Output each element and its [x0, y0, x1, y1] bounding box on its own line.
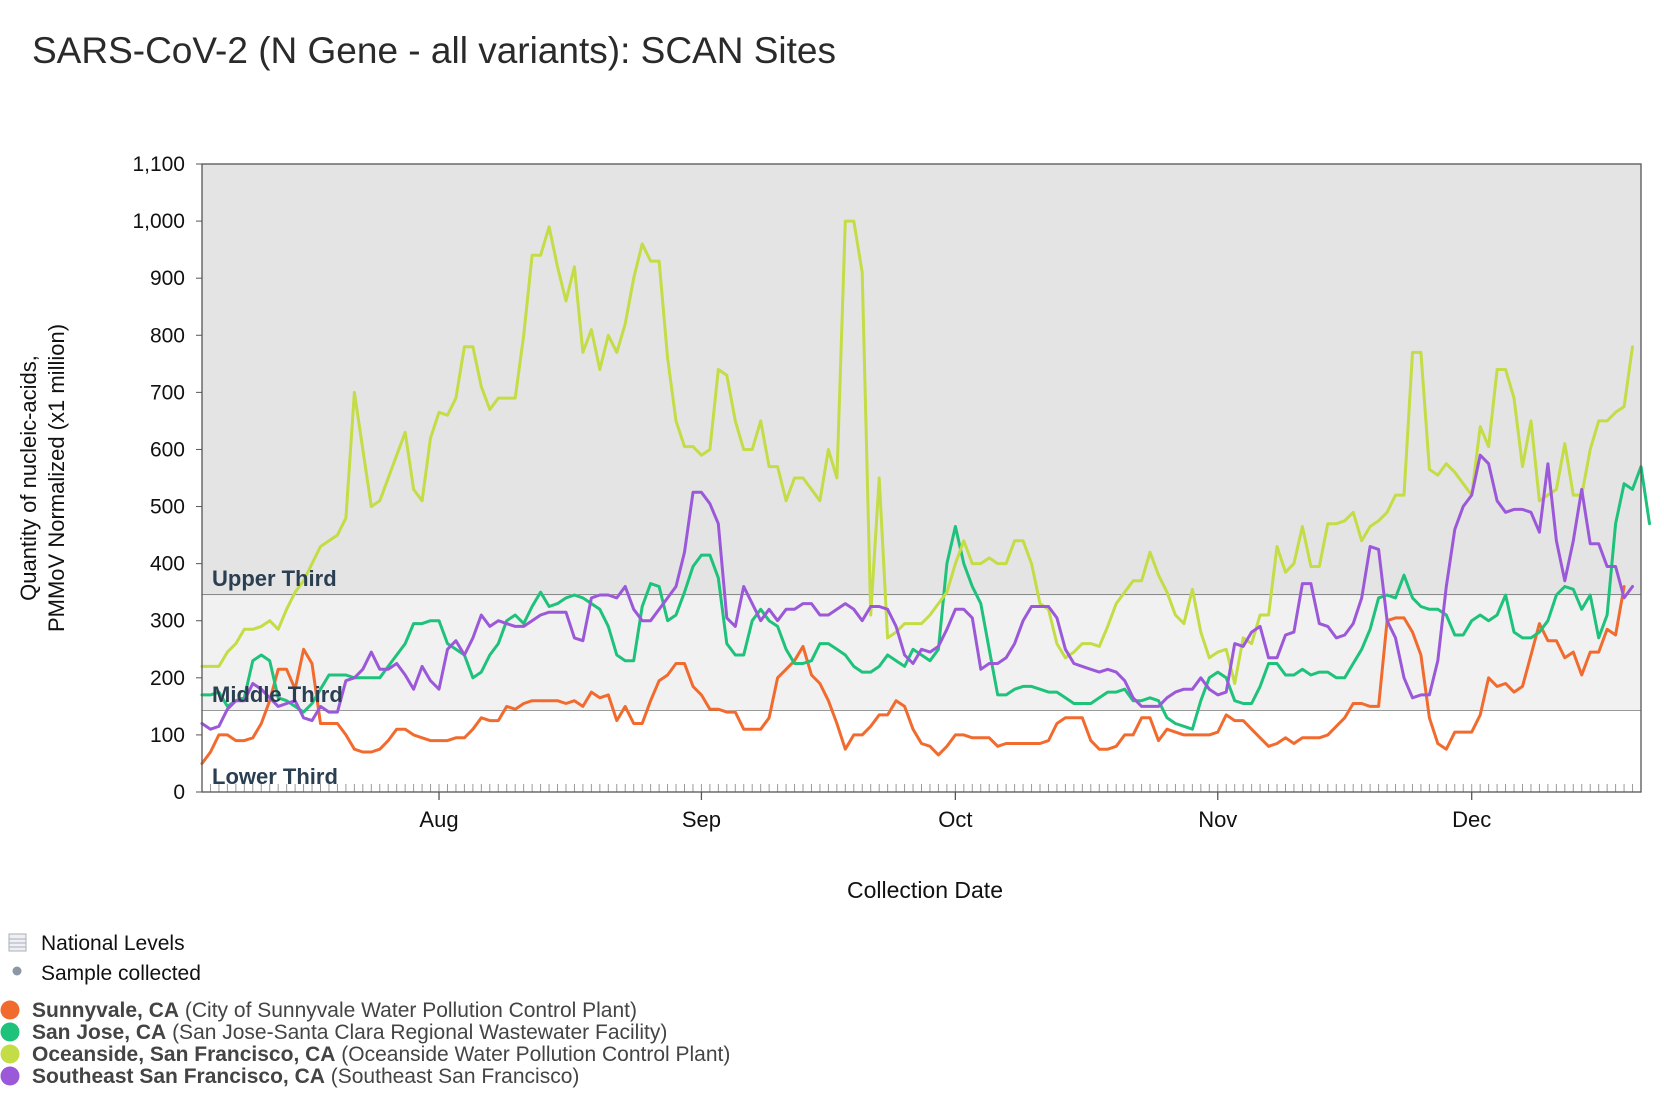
lime-dot-icon — [0, 1044, 22, 1066]
site-name: San Jose, CA — [32, 1021, 166, 1044]
x-tick-label-aug: Aug — [419, 807, 458, 832]
site-facility: (Oceanside Water Pollution Control Plant… — [341, 1043, 730, 1066]
legend-national-levels-label: National Levels — [41, 932, 185, 956]
green-dot-icon — [0, 1022, 22, 1044]
y-tick-label: 400 — [150, 553, 185, 576]
x-axis-title: Collection Date — [847, 877, 1003, 903]
y-tick-label: 300 — [150, 610, 185, 633]
y-tick-label: 1,100 — [132, 153, 185, 176]
site-name: Southeast San Francisco, CA — [32, 1065, 325, 1088]
y-axis-title: Quantity of nucleic-acids, PMMoV Normali… — [16, 324, 69, 632]
chart-svg: Upper Third Middle Third Lower Third 0 100 2… — [0, 0, 1664, 1096]
site-facility: (San Jose-Santa Clara Regional Wastewate… — [172, 1021, 667, 1044]
y-tick-label: 700 — [150, 381, 185, 404]
orange-dot-icon — [0, 1000, 22, 1022]
x-tick-label-dec: Dec — [1452, 807, 1491, 832]
x-tick-label-sep: Sep — [682, 807, 721, 832]
purple-dot-icon — [0, 1066, 22, 1088]
y-tick-label: 500 — [150, 496, 185, 519]
site-name: Oceanside, San Francisco, CA — [32, 1043, 335, 1066]
band-label-middle-third: Middle Third — [212, 682, 343, 707]
y-tick-label: 0 — [173, 781, 185, 804]
dot-icon — [8, 963, 28, 983]
y-tick-label: 200 — [150, 667, 185, 690]
site-facility: (Southeast San Francisco) — [331, 1065, 580, 1088]
y-axis: 0 100 200 300 400 500 600 700 800 900 1,000 1,100 — [132, 153, 202, 804]
band-upper-third — [202, 164, 1641, 595]
x-axis: Aug Sep Oct Nov Dec — [419, 792, 1491, 832]
striped-box-icon — [8, 933, 28, 953]
y-tick-label: 600 — [150, 438, 185, 461]
site-name: Sunnyvale, CA — [32, 999, 179, 1022]
y-tick-label: 100 — [150, 724, 185, 747]
band-label-lower-third: Lower Third — [212, 764, 338, 789]
y-axis-title-line2: PMMoV Normalized (x1 million) — [44, 324, 69, 632]
legend-sample-collected-label: Sample collected — [41, 962, 201, 986]
x-tick-label-nov: Nov — [1198, 807, 1237, 832]
national-level-bands — [202, 164, 1641, 792]
band-label-upper-third: Upper Third — [212, 566, 337, 591]
y-tick-label: 900 — [150, 267, 185, 290]
y-tick-label: 1,000 — [132, 210, 185, 233]
y-axis-title-line1: Quantity of nucleic-acids, — [16, 355, 41, 601]
x-tick-label-oct: Oct — [938, 807, 972, 832]
band-lower-third — [202, 711, 1641, 792]
site-facility: (City of Sunnyvale Water Pollution Contr… — [185, 999, 637, 1022]
y-tick-label: 800 — [150, 324, 185, 347]
